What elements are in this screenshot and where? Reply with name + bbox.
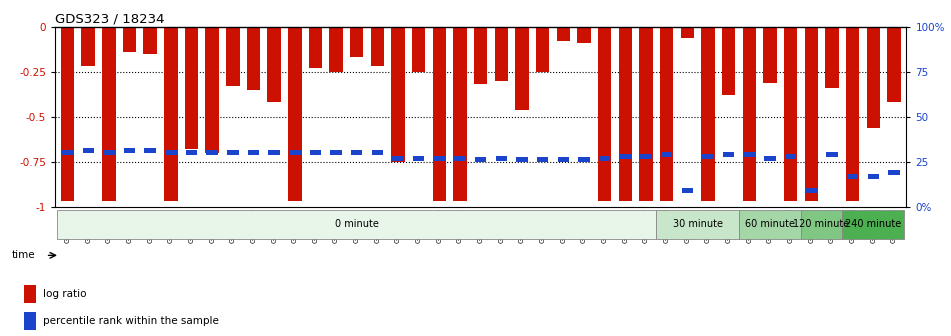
Bar	[765, 156, 776, 161]
Text: 240 minute: 240 minute	[845, 219, 902, 229]
Bar	[805, 27, 818, 201]
Bar	[206, 150, 218, 155]
Bar	[434, 156, 445, 161]
Bar	[866, 27, 880, 128]
Bar	[103, 150, 114, 155]
Bar	[801, 210, 843, 239]
Bar	[557, 157, 569, 162]
Bar	[578, 157, 590, 162]
Bar	[371, 27, 384, 67]
Bar	[640, 154, 651, 159]
Text: GDS323 / 18234: GDS323 / 18234	[55, 13, 165, 26]
Bar	[267, 27, 281, 102]
Bar	[867, 174, 879, 179]
Bar	[393, 156, 404, 161]
Bar	[556, 27, 570, 41]
Bar	[620, 154, 631, 159]
Bar	[475, 157, 487, 162]
Bar	[537, 157, 549, 162]
Bar	[495, 156, 507, 161]
Bar	[843, 210, 904, 239]
Bar	[227, 150, 239, 155]
Bar	[124, 149, 135, 154]
Bar	[248, 150, 260, 155]
Bar	[785, 154, 796, 159]
Bar	[495, 27, 508, 81]
Bar	[350, 27, 363, 57]
Bar	[413, 156, 424, 161]
Bar	[661, 152, 672, 157]
Bar	[288, 27, 301, 201]
Bar	[25, 285, 36, 303]
Text: log ratio: log ratio	[43, 289, 86, 299]
Bar	[123, 27, 136, 52]
Bar	[805, 188, 817, 193]
Bar	[784, 27, 797, 201]
Bar	[165, 27, 178, 201]
Bar	[62, 150, 73, 155]
Bar	[83, 149, 94, 154]
Bar	[656, 210, 739, 239]
Bar	[598, 27, 611, 201]
Text: percentile rank within the sample: percentile rank within the sample	[43, 316, 219, 326]
Bar	[536, 27, 550, 72]
Bar	[701, 27, 715, 201]
Bar	[682, 188, 693, 193]
Bar	[184, 27, 198, 149]
Bar	[847, 174, 859, 179]
Bar	[226, 27, 240, 86]
Bar	[82, 27, 95, 67]
Bar	[309, 27, 322, 68]
Bar	[185, 150, 197, 155]
Bar	[722, 27, 735, 95]
Bar	[165, 150, 177, 155]
Bar	[825, 27, 839, 88]
Bar	[454, 27, 467, 201]
Bar	[744, 152, 755, 157]
Bar	[660, 27, 673, 201]
Bar	[205, 27, 219, 153]
Bar	[764, 27, 777, 83]
Bar	[888, 170, 900, 175]
Bar	[25, 312, 36, 330]
Bar	[723, 152, 734, 157]
Bar	[845, 27, 860, 201]
Bar	[289, 150, 301, 155]
Text: 0 minute: 0 minute	[335, 219, 378, 229]
Bar	[887, 27, 901, 102]
Text: 120 minute: 120 minute	[793, 219, 850, 229]
Bar	[351, 150, 362, 155]
Bar	[372, 150, 383, 155]
Bar	[515, 27, 529, 110]
Bar	[516, 157, 528, 162]
Bar	[329, 27, 342, 72]
Bar	[61, 27, 74, 201]
Bar	[102, 27, 116, 201]
Bar	[639, 27, 652, 201]
Bar	[433, 27, 446, 201]
Bar	[739, 210, 801, 239]
Bar	[619, 27, 632, 201]
Bar	[268, 150, 280, 155]
Bar	[145, 149, 156, 154]
Bar	[743, 27, 756, 201]
Text: time: time	[11, 250, 35, 260]
Bar	[455, 156, 466, 161]
Bar	[310, 150, 321, 155]
Bar	[577, 27, 591, 43]
Bar	[392, 27, 405, 162]
Bar	[57, 210, 656, 239]
Bar	[599, 156, 611, 161]
Bar	[246, 27, 261, 90]
Bar	[474, 27, 488, 84]
Bar	[412, 27, 425, 72]
Text: 30 minute: 30 minute	[672, 219, 723, 229]
Bar	[681, 27, 694, 38]
Bar	[826, 152, 838, 157]
Bar	[330, 150, 341, 155]
Bar	[144, 27, 157, 54]
Bar	[702, 154, 713, 159]
Text: 60 minute: 60 minute	[745, 219, 795, 229]
